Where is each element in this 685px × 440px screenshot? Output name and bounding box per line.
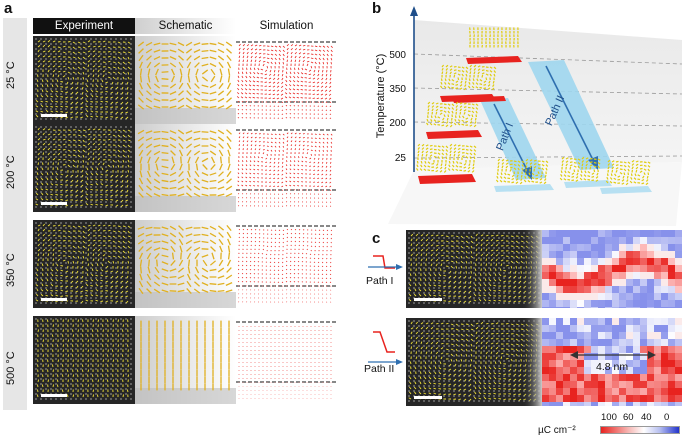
row-label-500: 500 °C [5, 351, 17, 385]
tick-350: 350 [389, 84, 406, 95]
experiment-image [33, 124, 135, 212]
simulation-image [236, 220, 337, 308]
tick-200: 200 [389, 118, 406, 129]
experiment-image [33, 36, 135, 124]
schematic-image [135, 316, 236, 404]
path-i-band [480, 98, 546, 180]
colorbar [600, 426, 680, 434]
tick-500: 500 [389, 50, 406, 61]
step-icon-path-i [373, 255, 395, 269]
row-label-200: 200 °C [5, 155, 17, 189]
panel-label-b: b [372, 0, 382, 17]
panel-label-c: c [372, 230, 381, 247]
simulation-image [236, 36, 337, 124]
panel-label-a: a [4, 0, 13, 17]
path-ii-polarization-map [542, 318, 682, 406]
colorbar-tick-40: 40 [641, 412, 652, 423]
schematic-image [135, 220, 236, 308]
colorbar-tick-100: 100 [601, 412, 617, 423]
row-label-25: 25 °C [5, 61, 17, 89]
path-ii-experiment-image [406, 318, 542, 406]
path-ii-row-label: Path II [364, 363, 395, 375]
path-i-experiment-image [406, 230, 542, 308]
simulation-image [236, 124, 337, 212]
measurement-arrow [570, 351, 656, 359]
simulation-image [236, 316, 337, 404]
panel-b-phase-diagram: Temperature (°C) 500 350 200 25 Path I P… [375, 6, 683, 226]
row-label-350: 350 °C [5, 253, 17, 287]
temperature-strip [3, 18, 27, 410]
experiment-image [33, 316, 135, 404]
header-simulation: Simulation [236, 18, 337, 34]
path-i-row-label: Path I [366, 275, 394, 287]
arrow-path-ii [368, 359, 403, 365]
step-icon-path-ii [373, 331, 395, 353]
schematic-image [135, 36, 236, 124]
colorbar-unit: µC cm⁻² [538, 425, 576, 436]
colorbar-tick-0: 0 [664, 412, 670, 423]
colorbar-tick-60: 60 [623, 412, 634, 423]
tick-25: 25 [395, 153, 407, 164]
header-experiment: Experiment [33, 18, 135, 34]
path-i-polarization-map [542, 230, 682, 308]
experiment-image [33, 220, 135, 308]
header-schematic: Schematic [135, 18, 236, 34]
arrow-path-i [368, 264, 403, 270]
schematic-image [135, 124, 236, 212]
measurement-label: 4.8 nm [596, 361, 629, 373]
domain-clusters [416, 27, 651, 186]
axis-label: Temperature (°C) [375, 54, 387, 138]
